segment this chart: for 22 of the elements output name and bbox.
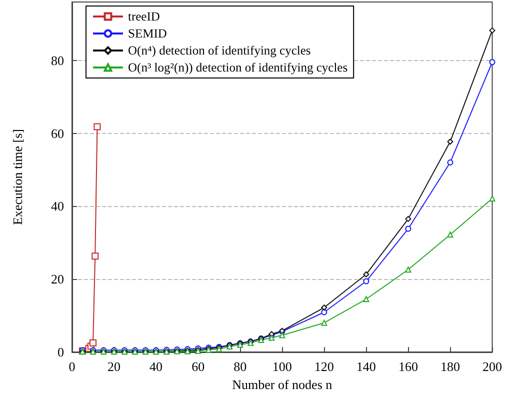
legend-label: O(n⁴) detection of identifying cycles — [128, 44, 311, 58]
x-tick-label: 180 — [440, 359, 460, 374]
x-tick-label: 40 — [150, 359, 163, 374]
y-tick-label: 40 — [51, 198, 64, 214]
x-tick-label: 60 — [192, 359, 205, 374]
x-axis-title: Number of nodes n — [232, 377, 333, 392]
x-tick-label: 20 — [108, 359, 121, 374]
x-tick-label: 200 — [482, 359, 502, 374]
y-tick-label: 60 — [51, 126, 64, 141]
x-tick-label: 0 — [68, 359, 76, 374]
x-tick-label: 100 — [272, 359, 292, 374]
y-axis-title: Execution time [s] — [10, 128, 25, 226]
x-tick-label: 140 — [356, 359, 376, 374]
x-tick-label: 80 — [234, 359, 247, 374]
y-tick-label: 80 — [51, 52, 64, 68]
legend-label: O(n³ log²(n)) detection of identifying cycles — [128, 60, 348, 74]
y-tick-label: 0 — [58, 344, 64, 360]
x-tick-label: 160 — [398, 359, 418, 374]
y-tick-label: 20 — [51, 272, 64, 287]
legend-label: treeID — [128, 10, 160, 24]
x-tick-label: 120 — [314, 359, 334, 374]
legend-label: SEMID — [128, 26, 167, 40]
